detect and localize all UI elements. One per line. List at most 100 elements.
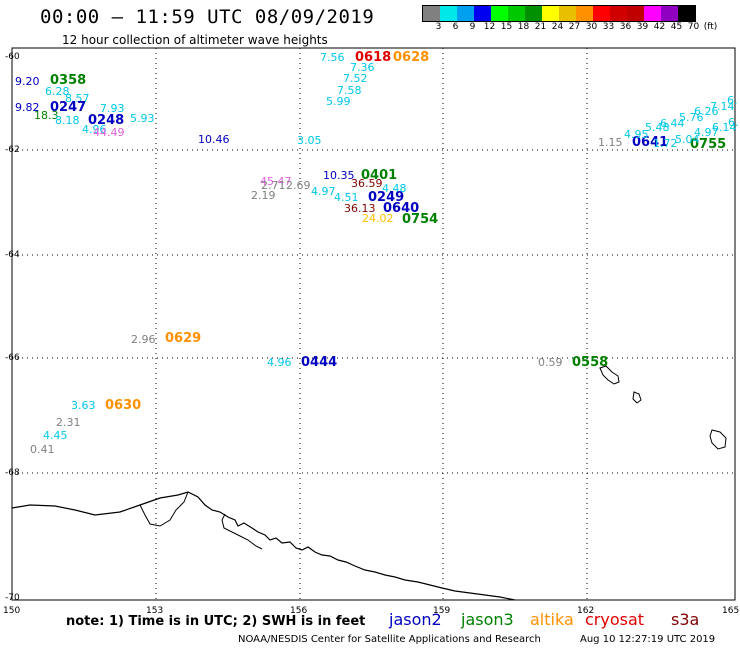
pass-time-label: 0630 <box>105 398 142 413</box>
wave-height-value: 0.59 <box>538 356 563 369</box>
wave-height-value: 6.26 <box>694 105 719 118</box>
page-subtitle: 12 hour collection of altimeter wave hei… <box>62 33 328 47</box>
wave-height-value: 45.47 <box>260 175 292 188</box>
island-2 <box>632 391 642 404</box>
wave-height-value: 7.58 <box>337 84 362 97</box>
wave-height-value: 1.72 <box>653 137 678 150</box>
color-swatch <box>678 6 695 21</box>
lon-label: 150 <box>3 606 21 616</box>
wave-height-value: 0.41 <box>30 443 55 456</box>
legend-altika: altika <box>530 610 574 629</box>
wave-height-value: 4.51 <box>334 191 359 204</box>
wave-height-value: 6. <box>727 94 738 107</box>
lon-label: 165 <box>722 606 740 616</box>
page-title: 00:00 – 11:59 UTC 08/09/2019 <box>40 6 375 28</box>
color-swatch <box>525 6 542 21</box>
wave-height-value: 5.76 <box>679 111 704 124</box>
color-swatch <box>559 6 576 21</box>
color-swatch <box>542 6 559 21</box>
pass-time-label: 0358 <box>50 73 87 88</box>
color-scale-label: 33 <box>602 22 615 32</box>
wave-height-value: 2.96 <box>131 333 156 346</box>
wave-height-value: 36.59 <box>351 177 383 190</box>
lat-label: -62 <box>5 145 20 155</box>
wave-height-value: 5.93 <box>130 112 155 125</box>
wave-height-value: 6.44 <box>660 117 685 130</box>
island-3 <box>709 429 727 450</box>
wave-height-value: 8.57 <box>65 92 90 105</box>
color-scale-label: 45 <box>670 22 683 32</box>
wave-height-value: 7.52 <box>343 72 368 85</box>
lat-label: -60 <box>5 52 20 62</box>
wave-height-value: 4.97 <box>311 185 336 198</box>
wave-height-value: 9.82 <box>15 101 40 114</box>
color-scale-label: 36 <box>619 22 632 32</box>
color-swatch <box>576 6 593 21</box>
wave-height-value: 4.97 <box>694 126 719 139</box>
legend-jason2: jason2 <box>389 610 442 629</box>
pass-time-label: 0754 <box>402 212 439 227</box>
wave-height-value: 8.18 <box>55 114 80 127</box>
lat-label: -66 <box>5 353 20 363</box>
color-scale-bar <box>422 5 696 22</box>
color-swatch <box>423 6 440 21</box>
color-scale-label: (ft) <box>703 22 718 32</box>
wave-height-value: 2.19 <box>251 189 276 202</box>
pass-time-label: 0618 <box>355 50 392 65</box>
wave-height-value: 4.45 <box>43 429 68 442</box>
wave-height-value: 4.96 <box>267 356 292 369</box>
color-scale-label: 21 <box>534 22 547 32</box>
lat-label: -70 <box>5 593 20 603</box>
wave-height-value: 18.3 <box>34 109 59 122</box>
wave-height-value: 10.35 <box>323 169 355 182</box>
wave-height-value: 6. <box>728 116 739 129</box>
wave-height-value: 3.63 <box>71 399 96 412</box>
color-scale-label: 9 <box>469 22 476 32</box>
color-scale-label: 42 <box>653 22 666 32</box>
lat-label: -68 <box>5 468 20 478</box>
color-scale-label: 18 <box>517 22 530 32</box>
color-scale-label: 39 <box>636 22 649 32</box>
map-frame <box>11 47 736 601</box>
credit-left: NOAA/NESDIS Center for Satellite Applica… <box>238 634 541 645</box>
wave-height-value: 10.46 <box>198 133 230 146</box>
wave-height-value: 36.13 <box>344 202 376 215</box>
credit-right: Aug 10 12:27:19 UTC 2019 <box>580 634 716 645</box>
color-scale-label: 15 <box>500 22 513 32</box>
wave-height-value: 4.48 <box>382 182 407 195</box>
wave-height-value: 44.49 <box>93 126 125 139</box>
pass-time-label: 0444 <box>301 355 338 370</box>
wave-height-value: 5.99 <box>326 95 351 108</box>
coastline-inlet <box>139 491 263 550</box>
grid-lines <box>12 48 735 600</box>
wave-height-value: 6.14 <box>712 121 737 134</box>
color-swatch <box>610 6 627 21</box>
footer-note: note: 1) Time is in UTC; 2) SWH is in fe… <box>66 614 366 629</box>
pass-time-label: 0640 <box>383 201 420 216</box>
wave-height-value: 3.05 <box>297 134 322 147</box>
pass-time-label: 0628 <box>393 50 430 65</box>
wave-height-value: 5.04 <box>675 133 700 146</box>
legend-cryosat: cryosat <box>585 610 645 629</box>
color-scale-label: 30 <box>585 22 598 32</box>
color-swatch <box>491 6 508 21</box>
pass-time-label: 0629 <box>165 331 202 346</box>
pass-time-label: 0249 <box>368 190 405 205</box>
color-swatch <box>644 6 661 21</box>
wave-height-value: 7.56 <box>320 51 345 64</box>
lon-label: 159 <box>433 606 451 616</box>
wave-height-value: 7.93 <box>100 102 125 115</box>
color-swatch <box>440 6 457 21</box>
pass-time-label: 0558 <box>572 355 609 370</box>
pass-time-label: 0641 <box>632 135 669 150</box>
pass-time-label: 0401 <box>361 168 398 183</box>
pass-time-label: 0755 <box>690 137 727 152</box>
color-scale-label: 70 <box>687 22 700 32</box>
color-swatch <box>508 6 525 21</box>
pass-time-label: 0247 <box>50 100 87 115</box>
wave-height-value: 7.36 <box>350 61 375 74</box>
wave-height-value: 9.20 <box>15 75 40 88</box>
color-scale-label: 24 <box>551 22 564 32</box>
color-scale-label: 27 <box>568 22 581 32</box>
